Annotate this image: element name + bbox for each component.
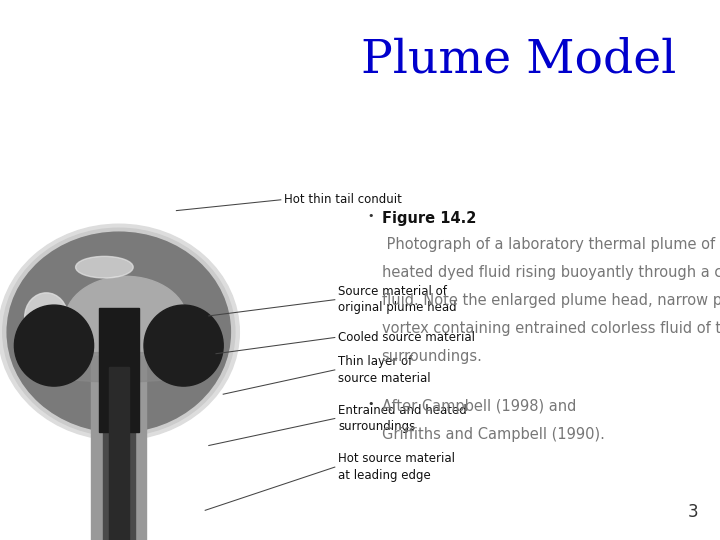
Text: 3: 3 xyxy=(688,503,698,521)
Text: Hot source material
at leading edge: Hot source material at leading edge xyxy=(338,453,456,482)
Ellipse shape xyxy=(76,256,133,278)
Ellipse shape xyxy=(7,232,230,432)
Ellipse shape xyxy=(30,352,208,382)
Text: Source material of
original plume head: Source material of original plume head xyxy=(338,285,457,314)
Bar xyxy=(91,356,146,540)
Ellipse shape xyxy=(0,224,239,440)
Text: Thin layer of
source material: Thin layer of source material xyxy=(338,355,431,384)
Text: •: • xyxy=(367,399,374,409)
Text: Cooled source material: Cooled source material xyxy=(338,331,475,344)
Text: surroundings.: surroundings. xyxy=(382,349,482,364)
Text: Plume Model: Plume Model xyxy=(361,37,676,82)
Ellipse shape xyxy=(144,305,223,386)
Ellipse shape xyxy=(177,328,206,366)
Ellipse shape xyxy=(7,232,230,432)
Text: vortex containing entrained colorless fluid of the: vortex containing entrained colorless fl… xyxy=(382,321,720,336)
Text: Griffiths and Campbell (1990).: Griffiths and Campbell (1990). xyxy=(382,427,605,442)
Text: Photograph of a laboratory thermal plume of: Photograph of a laboratory thermal plume… xyxy=(382,237,715,252)
Text: heated dyed fluid rising buoyantly through a colorless: heated dyed fluid rising buoyantly throu… xyxy=(382,265,720,280)
Ellipse shape xyxy=(24,293,68,341)
Ellipse shape xyxy=(14,305,94,386)
Bar xyxy=(99,308,139,432)
Text: •: • xyxy=(367,211,374,221)
Text: Hot thin tail conduit: Hot thin tail conduit xyxy=(284,193,402,206)
Bar xyxy=(103,356,135,540)
Text: Entrained and heated
surroundings: Entrained and heated surroundings xyxy=(338,404,467,433)
Text: After Campbell (1998) and: After Campbell (1998) and xyxy=(382,399,576,414)
Ellipse shape xyxy=(3,228,235,436)
Bar xyxy=(109,367,129,540)
Text: Figure 14.2: Figure 14.2 xyxy=(382,211,476,226)
Ellipse shape xyxy=(65,276,187,366)
Text: fluid. Note the enlarged plume head, narrow plume tail, and: fluid. Note the enlarged plume head, nar… xyxy=(382,293,720,308)
